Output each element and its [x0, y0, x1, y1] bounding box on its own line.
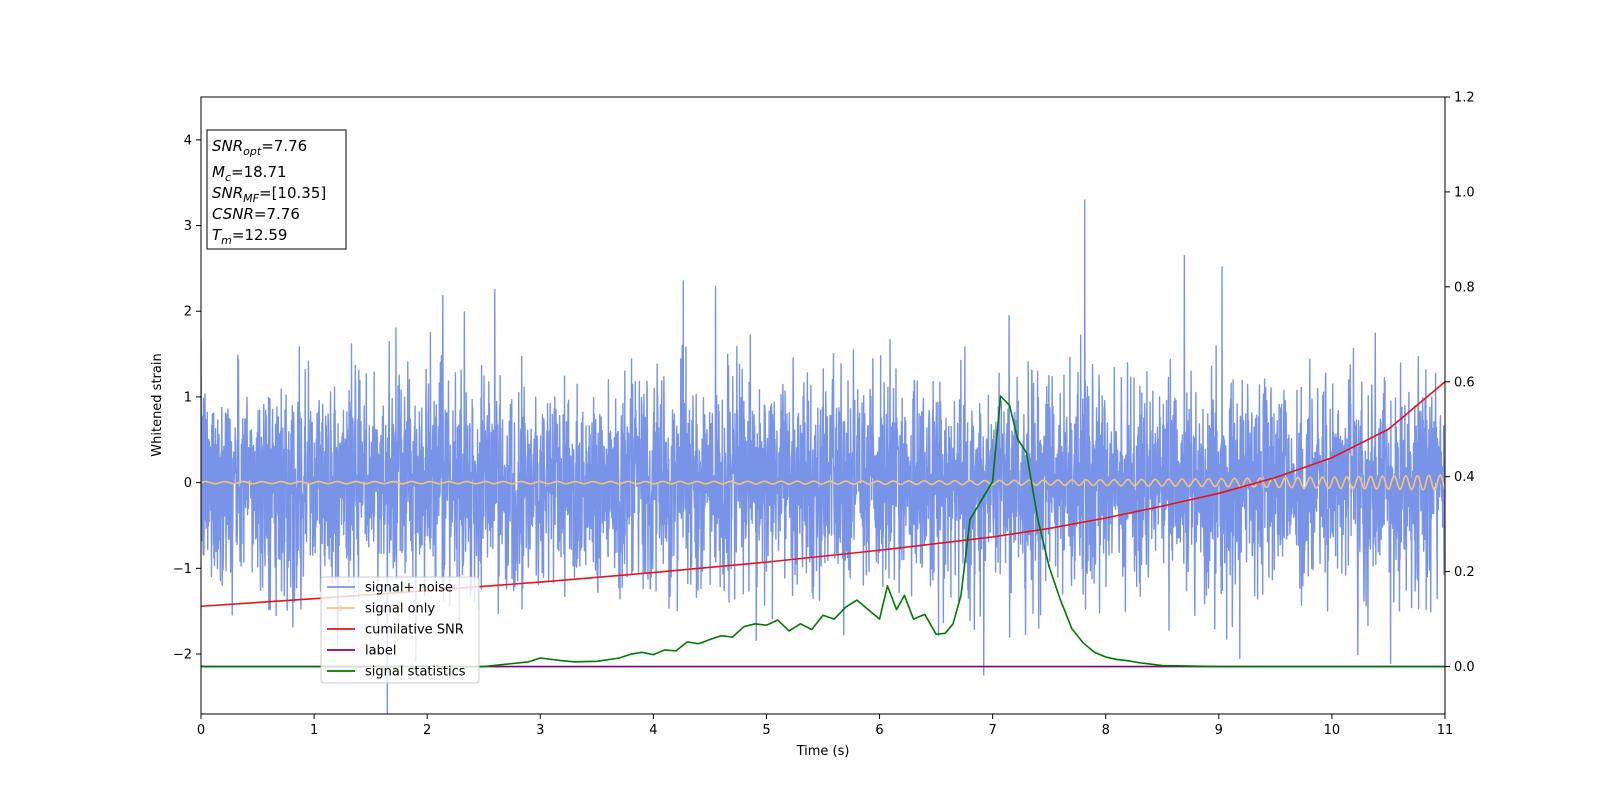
annotation-line: CSNR=7.76: [212, 205, 300, 223]
plot-frame: [200, 96, 1446, 715]
x-tick-label: 1: [310, 723, 318, 738]
annotation-value: =18.71: [231, 163, 287, 181]
y-tick-label: 0: [184, 476, 192, 491]
y2-tick-label: 1.2: [1454, 91, 1475, 106]
y-tick-label: 4: [184, 133, 192, 148]
x-tick-label: 4: [649, 723, 657, 738]
annotation-value: =7.76: [261, 137, 307, 155]
legend-label: cumilative SNR: [365, 623, 464, 638]
y2-tick-label: 1.0: [1454, 185, 1475, 200]
annotation-symbol: SNR: [212, 137, 243, 155]
annotation-box: SNRopt=7.76Mc=18.71SNRMF=[10.35]CSNR=7.7…: [206, 129, 347, 250]
y2-tick-label: 0.4: [1454, 470, 1475, 485]
y-axis-label: Whitened strain: [150, 353, 165, 456]
y2-tick-label: 0.0: [1454, 660, 1475, 675]
annotation-subscript: opt: [243, 145, 262, 158]
series-line-signal-statistics: [201, 395, 1445, 668]
legend-label: signal only: [365, 602, 435, 617]
y-tick-label: −1: [173, 562, 192, 577]
annotation-subscript: m: [221, 234, 232, 247]
legend-label: label: [365, 644, 396, 659]
y-tick-label: 2: [184, 305, 192, 320]
x-tick-label: 2: [423, 723, 431, 738]
y-tick-label: 1: [184, 390, 192, 405]
x-tick-label: 0: [197, 723, 205, 738]
x-tick-label: 9: [1215, 723, 1223, 738]
annotation-value: =[10.35]: [259, 184, 326, 202]
annotation-symbol: M: [212, 163, 225, 181]
series-line-signal-only: [201, 474, 1445, 491]
series-line-signal-noise: [201, 199, 1445, 714]
legend-label: signal+ noise: [365, 581, 453, 596]
x-tick-label: 6: [875, 723, 883, 738]
annotation-line: SNRopt=7.76: [212, 137, 307, 158]
y2-tick-label: 0.6: [1454, 375, 1475, 390]
legend-frame: [320, 576, 480, 684]
x-axis-label: Time (s): [796, 744, 850, 759]
x-tick-label: 8: [1102, 723, 1110, 738]
series-line-cumilative-snr: [201, 381, 1445, 608]
annotation-subscript: MF: [243, 192, 259, 205]
y-tick-label: 3: [184, 219, 192, 234]
legend: signal+ noise signal only cumilative SNR la…: [320, 576, 480, 684]
x-tick-label: 3: [536, 723, 544, 738]
annotation-line: SNRMF=[10.35]: [212, 184, 326, 205]
annotation-symbol: T: [212, 226, 223, 244]
y-tick-label: −2: [173, 648, 192, 663]
x-tick-label: 7: [988, 723, 996, 738]
annotation-subscript: c: [225, 171, 231, 184]
legend-label: signal statistics: [365, 665, 466, 680]
annotation-value: =12.59: [232, 226, 288, 244]
annotation-line: Mc=18.71: [212, 163, 287, 184]
annotation-symbol: CSNR: [212, 205, 254, 223]
annotation-value: =7.76: [254, 205, 300, 223]
y2-tick-label: 0.2: [1454, 565, 1475, 580]
y2-tick-label: 0.8: [1454, 280, 1475, 295]
x-tick-label: 5: [762, 723, 770, 738]
annotation-symbol: SNR: [212, 184, 243, 202]
x-tick-label: 10: [1324, 723, 1341, 738]
x-tick-label: 11: [1437, 723, 1454, 738]
annotation-line: Tm=12.59: [212, 226, 287, 247]
annotation-frame: [206, 129, 347, 250]
axes-ticks: 0 1 2 3 4 5 6 7 8 9 10 11 −2 −1 0 1 2 3 4 0.0 0.2 0.4 0.6 0.8 1.…: [173, 91, 1475, 739]
